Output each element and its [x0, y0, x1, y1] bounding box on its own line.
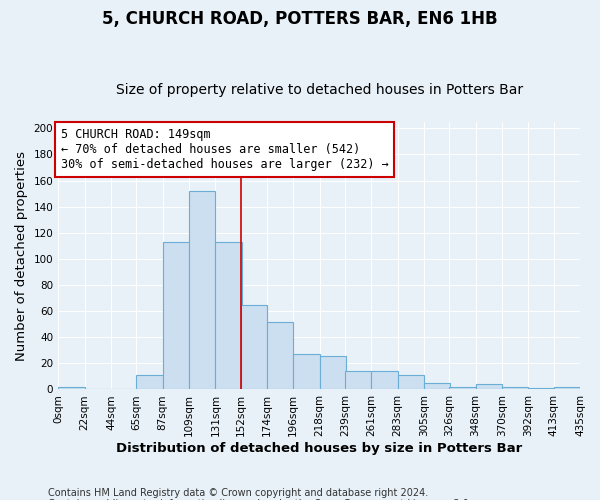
Bar: [398, 375, 424, 390]
Bar: [320, 356, 346, 390]
Bar: [424, 383, 451, 390]
Title: Size of property relative to detached houses in Potters Bar: Size of property relative to detached ho…: [116, 83, 523, 97]
Bar: [449, 387, 476, 390]
Y-axis label: Number of detached properties: Number of detached properties: [15, 150, 28, 360]
Text: Contains public sector information licensed under the Open Government Licence v3: Contains public sector information licen…: [48, 499, 472, 500]
Bar: [163, 242, 189, 390]
Bar: [189, 191, 215, 390]
Bar: [371, 371, 398, 390]
Text: 5, CHURCH ROAD, POTTERS BAR, EN6 1HB: 5, CHURCH ROAD, POTTERS BAR, EN6 1HB: [102, 10, 498, 28]
Text: Contains HM Land Registry data © Crown copyright and database right 2024.: Contains HM Land Registry data © Crown c…: [48, 488, 428, 498]
Bar: [241, 304, 267, 390]
Bar: [345, 371, 371, 390]
Text: 5 CHURCH ROAD: 149sqm
← 70% of detached houses are smaller (542)
30% of semi-det: 5 CHURCH ROAD: 149sqm ← 70% of detached …: [61, 128, 388, 172]
Bar: [476, 384, 502, 390]
Bar: [136, 375, 163, 390]
Bar: [267, 322, 293, 390]
Bar: [502, 387, 529, 390]
Bar: [529, 388, 555, 390]
Bar: [293, 354, 320, 390]
X-axis label: Distribution of detached houses by size in Potters Bar: Distribution of detached houses by size …: [116, 442, 522, 455]
Bar: [215, 242, 242, 390]
Bar: [554, 387, 580, 390]
Bar: [58, 387, 85, 390]
